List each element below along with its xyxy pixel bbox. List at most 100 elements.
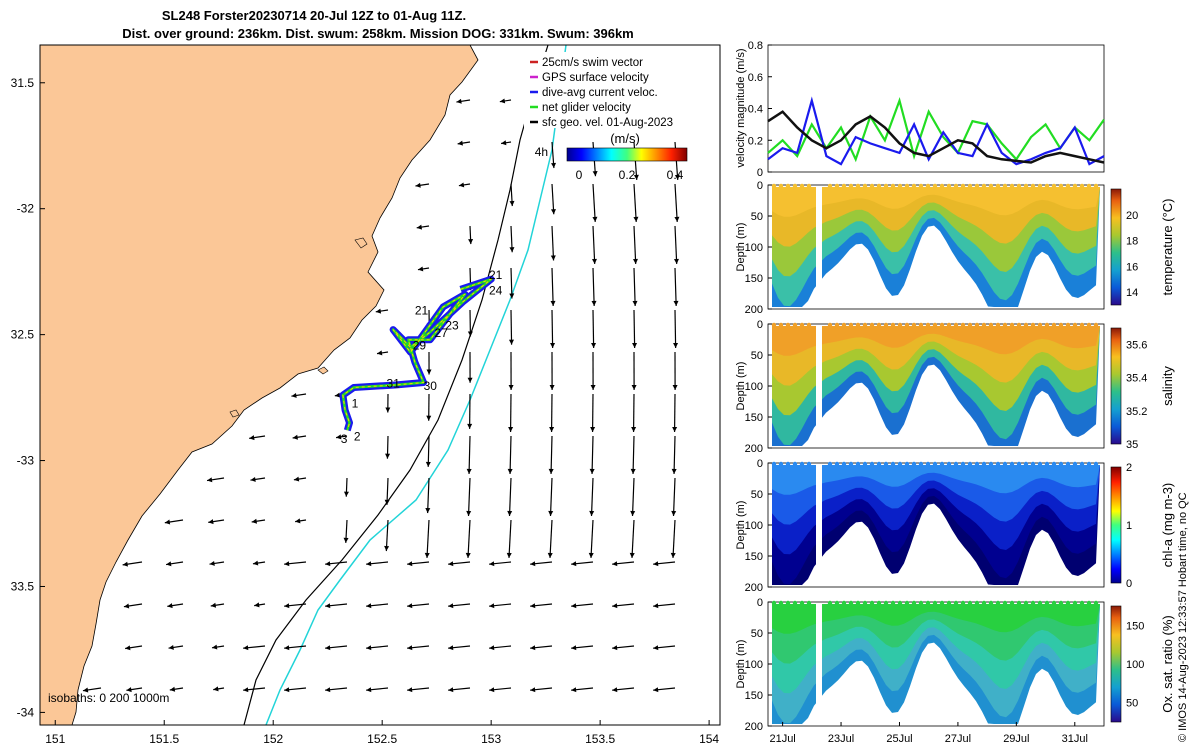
- map-xtick-label: 154: [699, 732, 719, 746]
- section-surface-dot: [1080, 323, 1084, 327]
- section-surface-dot: [1073, 601, 1077, 605]
- section-ytick-label: 50: [751, 350, 763, 362]
- section-surface-dot: [919, 601, 923, 605]
- section-colorbar-label: temperature (°C): [1160, 199, 1175, 296]
- section-ytick-label: 150: [745, 412, 763, 424]
- section-ylabel: Depth (m): [735, 362, 747, 411]
- section-ytick-label: 200: [745, 304, 763, 316]
- section-surface-dot: [975, 601, 979, 605]
- velocity-arrow: [552, 310, 553, 348]
- section-colorbar: [1111, 606, 1121, 722]
- colorbar-tick: 0.4: [667, 168, 684, 182]
- section-surface-dot: [870, 323, 874, 327]
- section-surface-dot: [898, 601, 902, 605]
- section-surface-dot: [898, 462, 902, 466]
- section-surface-dot: [1094, 462, 1098, 466]
- map-ytick-label: 33.5: [11, 579, 35, 593]
- section-surface-dot: [947, 323, 951, 327]
- section-surface-dot: [1080, 601, 1084, 605]
- map-xtick-label: 151: [45, 732, 65, 746]
- section-surface-dot: [877, 601, 881, 605]
- map-ytick-label: 32.5: [11, 328, 35, 342]
- section-surface-dot: [954, 323, 958, 327]
- section-surface-dot: [940, 601, 944, 605]
- section-colorbar: [1111, 189, 1121, 305]
- section-surface-dot: [989, 601, 993, 605]
- section-surface-dot: [1087, 323, 1091, 327]
- section-surface-dot: [1017, 184, 1021, 188]
- section-surface-dot: [982, 323, 986, 327]
- section-surface-dot: [961, 184, 965, 188]
- section-surface-dot: [996, 323, 1000, 327]
- section-surface-dot: [954, 184, 958, 188]
- section-surface-dot: [996, 601, 1000, 605]
- map-ytick-label: -33: [17, 454, 35, 468]
- velocity-arrow: [675, 310, 676, 348]
- section-colorbar-tick: 1: [1126, 520, 1132, 532]
- section-surface-dot: [898, 323, 902, 327]
- section-surface-dot: [835, 462, 839, 466]
- section-ytick-label: 0: [757, 180, 763, 192]
- section-colorbar: [1111, 328, 1121, 444]
- credit-text: © IMOS 14-Aug-2023 12:33:57 Hobart time,…: [1177, 492, 1189, 742]
- section-data-gap: [816, 464, 822, 586]
- section-surface-dot: [835, 323, 839, 327]
- section-surface-dot: [800, 323, 804, 327]
- section-surface-dot: [1038, 184, 1042, 188]
- section-surface-dot: [1045, 462, 1049, 466]
- section-surface-dot: [1045, 184, 1049, 188]
- section-surface-dot: [933, 462, 937, 466]
- section-surface-dot: [1066, 601, 1070, 605]
- section-colorbar-tick: 14: [1126, 287, 1138, 299]
- section-colorbar-tick: 35.4: [1126, 373, 1147, 385]
- section-surface-dot: [1024, 184, 1028, 188]
- section-surface-dot: [807, 601, 811, 605]
- isobaths-label: isobaths: 0 200 1000m: [48, 691, 169, 705]
- section-colorbar-tick: 100: [1126, 659, 1144, 671]
- section-surface-dot: [849, 601, 853, 605]
- section-surface-dot: [870, 601, 874, 605]
- section-surface-dot: [975, 462, 979, 466]
- section-surface-dot: [1094, 323, 1098, 327]
- section-surface-dot: [786, 601, 790, 605]
- section-surface-dot: [1087, 184, 1091, 188]
- section-surface-dot: [800, 601, 804, 605]
- section-surface-dot: [793, 184, 797, 188]
- section-surface-dot: [807, 462, 811, 466]
- section-surface-dot: [1059, 323, 1063, 327]
- velocity-ytick-label: 0.2: [748, 135, 763, 147]
- section-surface-dot: [800, 462, 804, 466]
- legend-label: GPS surface velocity: [542, 72, 649, 84]
- section-ylabel: Depth (m): [735, 501, 747, 550]
- section-surface-dot: [905, 184, 909, 188]
- section-surface-dot: [1010, 462, 1014, 466]
- section-surface-dot: [1038, 601, 1042, 605]
- section-surface-dot: [828, 462, 832, 466]
- section-data-gap: [816, 186, 822, 308]
- section-surface-dot: [1031, 462, 1035, 466]
- section-ytick-label: 0: [757, 458, 763, 470]
- track-annotation: 3: [341, 432, 348, 446]
- section-surface-dot: [849, 184, 853, 188]
- section-surface-dot: [793, 323, 797, 327]
- section-surface-dot: [975, 184, 979, 188]
- section-ytick-label: 150: [745, 273, 763, 285]
- map-ytick-label: 31.5: [11, 76, 35, 90]
- colorbar-tick: 0.2: [619, 168, 636, 182]
- section-surface-dot: [912, 601, 916, 605]
- section-ytick-label: 0: [757, 319, 763, 331]
- section-surface-dot: [842, 323, 846, 327]
- section-surface-dot: [933, 184, 937, 188]
- section-colorbar-tick: 150: [1126, 620, 1144, 632]
- section-colorbar-label: Ox. sat. ratio (%): [1160, 615, 1175, 713]
- section-surface-dot: [1073, 323, 1077, 327]
- section-surface-dot: [835, 184, 839, 188]
- legend-label: sfc geo. vel. 01-Aug-2023: [542, 117, 673, 129]
- section-surface-dot: [940, 323, 944, 327]
- section-surface-dot: [772, 601, 776, 605]
- section-surface-dot: [828, 601, 832, 605]
- section-surface-dot: [933, 601, 937, 605]
- section-surface-dot: [989, 184, 993, 188]
- section-surface-dot: [926, 323, 930, 327]
